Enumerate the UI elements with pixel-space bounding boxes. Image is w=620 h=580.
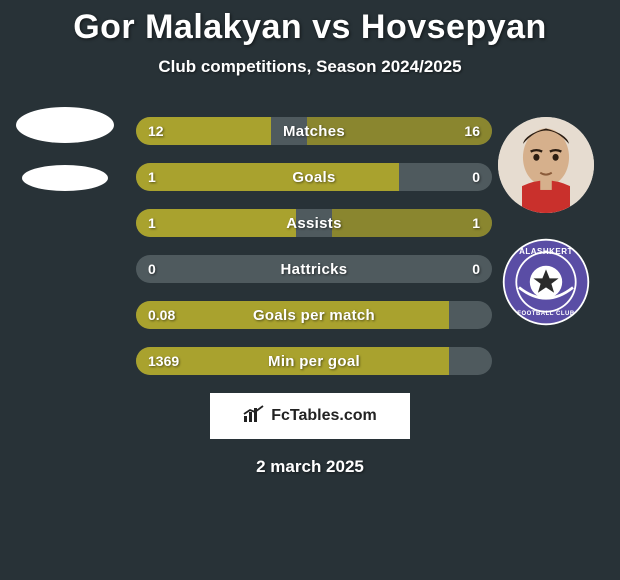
brand-text: FcTables.com xyxy=(271,407,377,425)
stat-row: 0.08 Goals per match xyxy=(136,301,492,329)
club-logo-text-top: ALASHKERT xyxy=(501,247,591,256)
stat-row: 1369 Min per goal xyxy=(136,347,492,375)
stat-value-right: 0 xyxy=(472,255,480,283)
stat-label: Assists xyxy=(136,209,492,237)
club-logo-placeholder xyxy=(22,165,108,191)
stats-area: ALASHKERT FOOTBALL CLUB 12 Matches 16 1 … xyxy=(0,117,620,375)
player-avatar xyxy=(498,117,594,213)
stat-value-right: 1 xyxy=(472,209,480,237)
chart-icon xyxy=(243,405,265,428)
brand-badge: FcTables.com xyxy=(210,393,410,439)
stat-label: Hattricks xyxy=(136,255,492,283)
stat-row: 1 Goals 0 xyxy=(136,163,492,191)
stat-row: 1 Assists 1 xyxy=(136,209,492,237)
stat-value-right: 16 xyxy=(464,117,480,145)
stat-label: Goals xyxy=(136,163,492,191)
stat-label: Matches xyxy=(136,117,492,145)
club-logo: ALASHKERT FOOTBALL CLUB xyxy=(501,237,591,327)
right-player-avatars: ALASHKERT FOOTBALL CLUB xyxy=(496,117,596,327)
player-avatar-placeholder xyxy=(16,107,114,143)
page-subtitle: Club competitions, Season 2024/2025 xyxy=(0,57,620,77)
stat-row: 0 Hattricks 0 xyxy=(136,255,492,283)
left-player-avatars xyxy=(10,107,120,191)
date-text: 2 march 2025 xyxy=(0,457,620,477)
stat-label: Goals per match xyxy=(136,301,492,329)
stat-label: Min per goal xyxy=(136,347,492,375)
face-icon xyxy=(498,117,594,213)
stat-value-right: 0 xyxy=(472,163,480,191)
stat-row: 12 Matches 16 xyxy=(136,117,492,145)
club-logo-text-bottom: FOOTBALL CLUB xyxy=(501,311,591,317)
stat-bars: 12 Matches 16 1 Goals 0 1 Assists 1 xyxy=(136,117,492,375)
comparison-infographic: Gor Malakyan vs Hovsepyan Club competiti… xyxy=(0,0,620,580)
page-title: Gor Malakyan vs Hovsepyan xyxy=(0,0,620,47)
